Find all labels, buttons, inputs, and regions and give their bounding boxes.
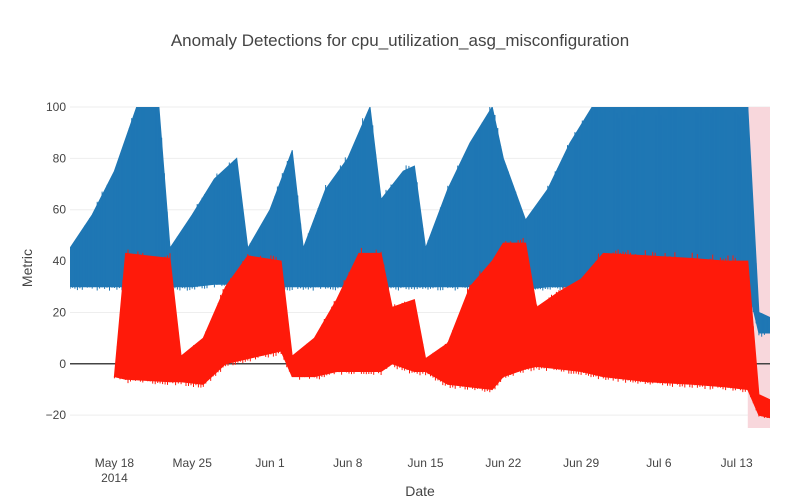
y-tick-label: 100 (46, 100, 66, 114)
x-tick-year: 2014 (101, 471, 128, 485)
plot-area (70, 106, 770, 428)
y-axis-ticks: −20 0 20 40 60 80 100 (46, 100, 67, 422)
x-tick-label: Jun 8 (333, 456, 363, 470)
chart-title: Anomaly Detections for cpu_utilization_a… (171, 31, 629, 50)
x-tick-label: Jun 29 (563, 456, 599, 470)
y-tick-label: 0 (59, 357, 66, 371)
x-tick-label: Jul 6 (646, 456, 672, 470)
x-axis-title: Date (405, 483, 435, 499)
y-tick-label: −20 (46, 408, 67, 422)
y-tick-label: 60 (53, 203, 67, 217)
x-tick-label: May 18 (95, 456, 135, 470)
series-1 (113, 238, 770, 419)
x-tick-label: Jul 13 (721, 456, 753, 470)
y-tick-label: 40 (53, 254, 67, 268)
y-tick-label: 20 (53, 305, 67, 319)
y-tick-label: 80 (53, 151, 67, 165)
x-tick-label: Jun 22 (485, 456, 521, 470)
x-tick-label: Jun 1 (255, 456, 285, 470)
y-axis-title: Metric (19, 249, 35, 287)
x-tick-label: Jun 15 (408, 456, 444, 470)
plot-content (70, 107, 770, 428)
x-tick-label: May 25 (173, 456, 213, 470)
